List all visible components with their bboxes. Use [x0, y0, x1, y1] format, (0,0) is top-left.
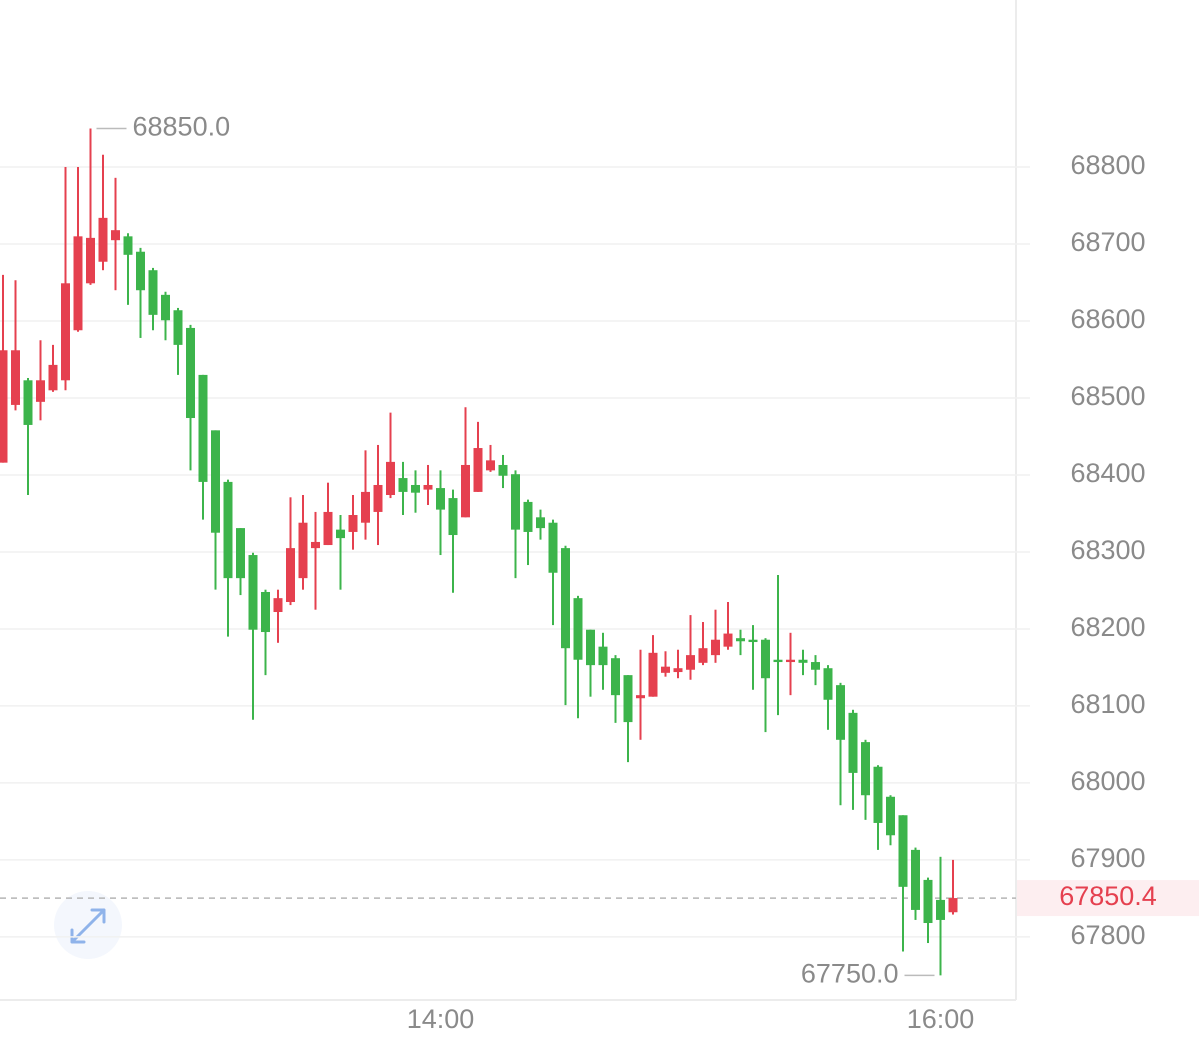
candle-body — [461, 464, 470, 518]
candle-body — [836, 685, 845, 740]
candle-body — [373, 484, 383, 512]
x-tick-label: 16:00 — [907, 1004, 975, 1034]
candle-body — [361, 491, 370, 523]
last-price-box — [1017, 880, 1199, 917]
candle-body — [548, 522, 558, 573]
candle-body — [248, 555, 258, 630]
candle-body — [823, 668, 833, 700]
y-tick-label: 68800 — [1070, 150, 1145, 180]
candle-body — [486, 460, 495, 471]
candle-body — [561, 548, 570, 649]
candle-body — [136, 251, 145, 291]
candle-body — [223, 481, 233, 579]
candle-body — [73, 236, 83, 331]
candle-body — [161, 294, 170, 321]
candle-body — [36, 380, 45, 402]
candle-body — [623, 675, 633, 723]
y-tick-label: 68300 — [1070, 535, 1145, 565]
candle-body — [311, 541, 320, 549]
candle-body — [948, 898, 958, 913]
candle-body — [686, 655, 695, 670]
candle-body — [573, 598, 583, 660]
min-label: 67750.0 — [801, 958, 899, 988]
x-tick-label: 14:00 — [407, 1004, 475, 1034]
candle-body — [598, 646, 608, 666]
candle-body — [786, 659, 795, 663]
candle-body — [923, 879, 933, 924]
candle-body — [636, 695, 645, 699]
candle-body — [811, 662, 820, 670]
y-tick-label: 68500 — [1070, 381, 1145, 411]
candle-body — [898, 815, 908, 887]
y-tick-label: 68400 — [1070, 458, 1145, 488]
candle-body — [523, 501, 533, 532]
y-tick-label: 67800 — [1070, 920, 1145, 950]
candle-body — [261, 591, 270, 633]
candle-body — [861, 742, 870, 796]
candle-body — [436, 488, 445, 510]
candle-body — [23, 380, 33, 425]
candle-body — [0, 350, 8, 463]
candle-body — [423, 484, 433, 490]
candle-body — [336, 529, 345, 539]
candle-body — [123, 236, 133, 255]
y-tick-label: 68200 — [1070, 612, 1145, 642]
candle-body — [273, 598, 283, 613]
candle-body — [748, 639, 758, 643]
expand-icon[interactable] — [70, 908, 106, 944]
candle-body — [236, 528, 245, 579]
candle-body — [148, 270, 158, 315]
candle-body — [348, 515, 358, 532]
candle-body — [761, 639, 770, 679]
candle-body — [173, 310, 183, 345]
candle-body — [111, 230, 120, 241]
candle-body — [911, 849, 920, 910]
candle-body — [11, 350, 20, 405]
candle-body — [586, 629, 595, 666]
candle-body — [711, 639, 720, 656]
candle-body — [198, 374, 208, 482]
expand-button[interactable] — [54, 891, 122, 959]
candle-body — [648, 652, 658, 697]
candle-body — [736, 638, 745, 642]
candle-body — [298, 522, 308, 579]
candle-body — [698, 648, 708, 663]
candle-body — [48, 364, 58, 391]
candle-body — [511, 474, 520, 530]
candle-body — [886, 796, 895, 836]
candle-body — [411, 484, 420, 493]
candle-body — [723, 633, 733, 647]
candle-body — [186, 327, 195, 419]
candle-body — [848, 712, 858, 773]
candle-body — [286, 548, 295, 603]
last-price-label: 67850.4 — [1059, 881, 1157, 911]
candle-body — [211, 430, 220, 533]
candle-body — [61, 283, 70, 381]
candle-body — [98, 217, 108, 262]
candle-body — [386, 461, 395, 495]
candle-body — [873, 766, 883, 823]
candle-body — [773, 659, 783, 663]
candle-body — [323, 511, 333, 546]
candle-body — [473, 448, 483, 492]
candle-body — [936, 899, 945, 920]
max-label: 68850.0 — [133, 112, 231, 142]
candle-body — [86, 237, 95, 284]
candle-body — [611, 658, 620, 696]
y-tick-label: 68100 — [1070, 689, 1145, 719]
candle-body — [498, 464, 508, 476]
candle-body — [673, 668, 683, 673]
candle-body — [398, 478, 408, 492]
y-tick-label: 68000 — [1070, 766, 1145, 796]
candle-body — [536, 517, 545, 529]
candle-body — [448, 498, 458, 536]
y-tick-label: 67900 — [1070, 843, 1145, 873]
candle-body — [661, 666, 670, 673]
y-tick-label: 68700 — [1070, 227, 1145, 257]
y-tick-label: 68600 — [1070, 304, 1145, 334]
candle-body — [798, 659, 808, 663]
